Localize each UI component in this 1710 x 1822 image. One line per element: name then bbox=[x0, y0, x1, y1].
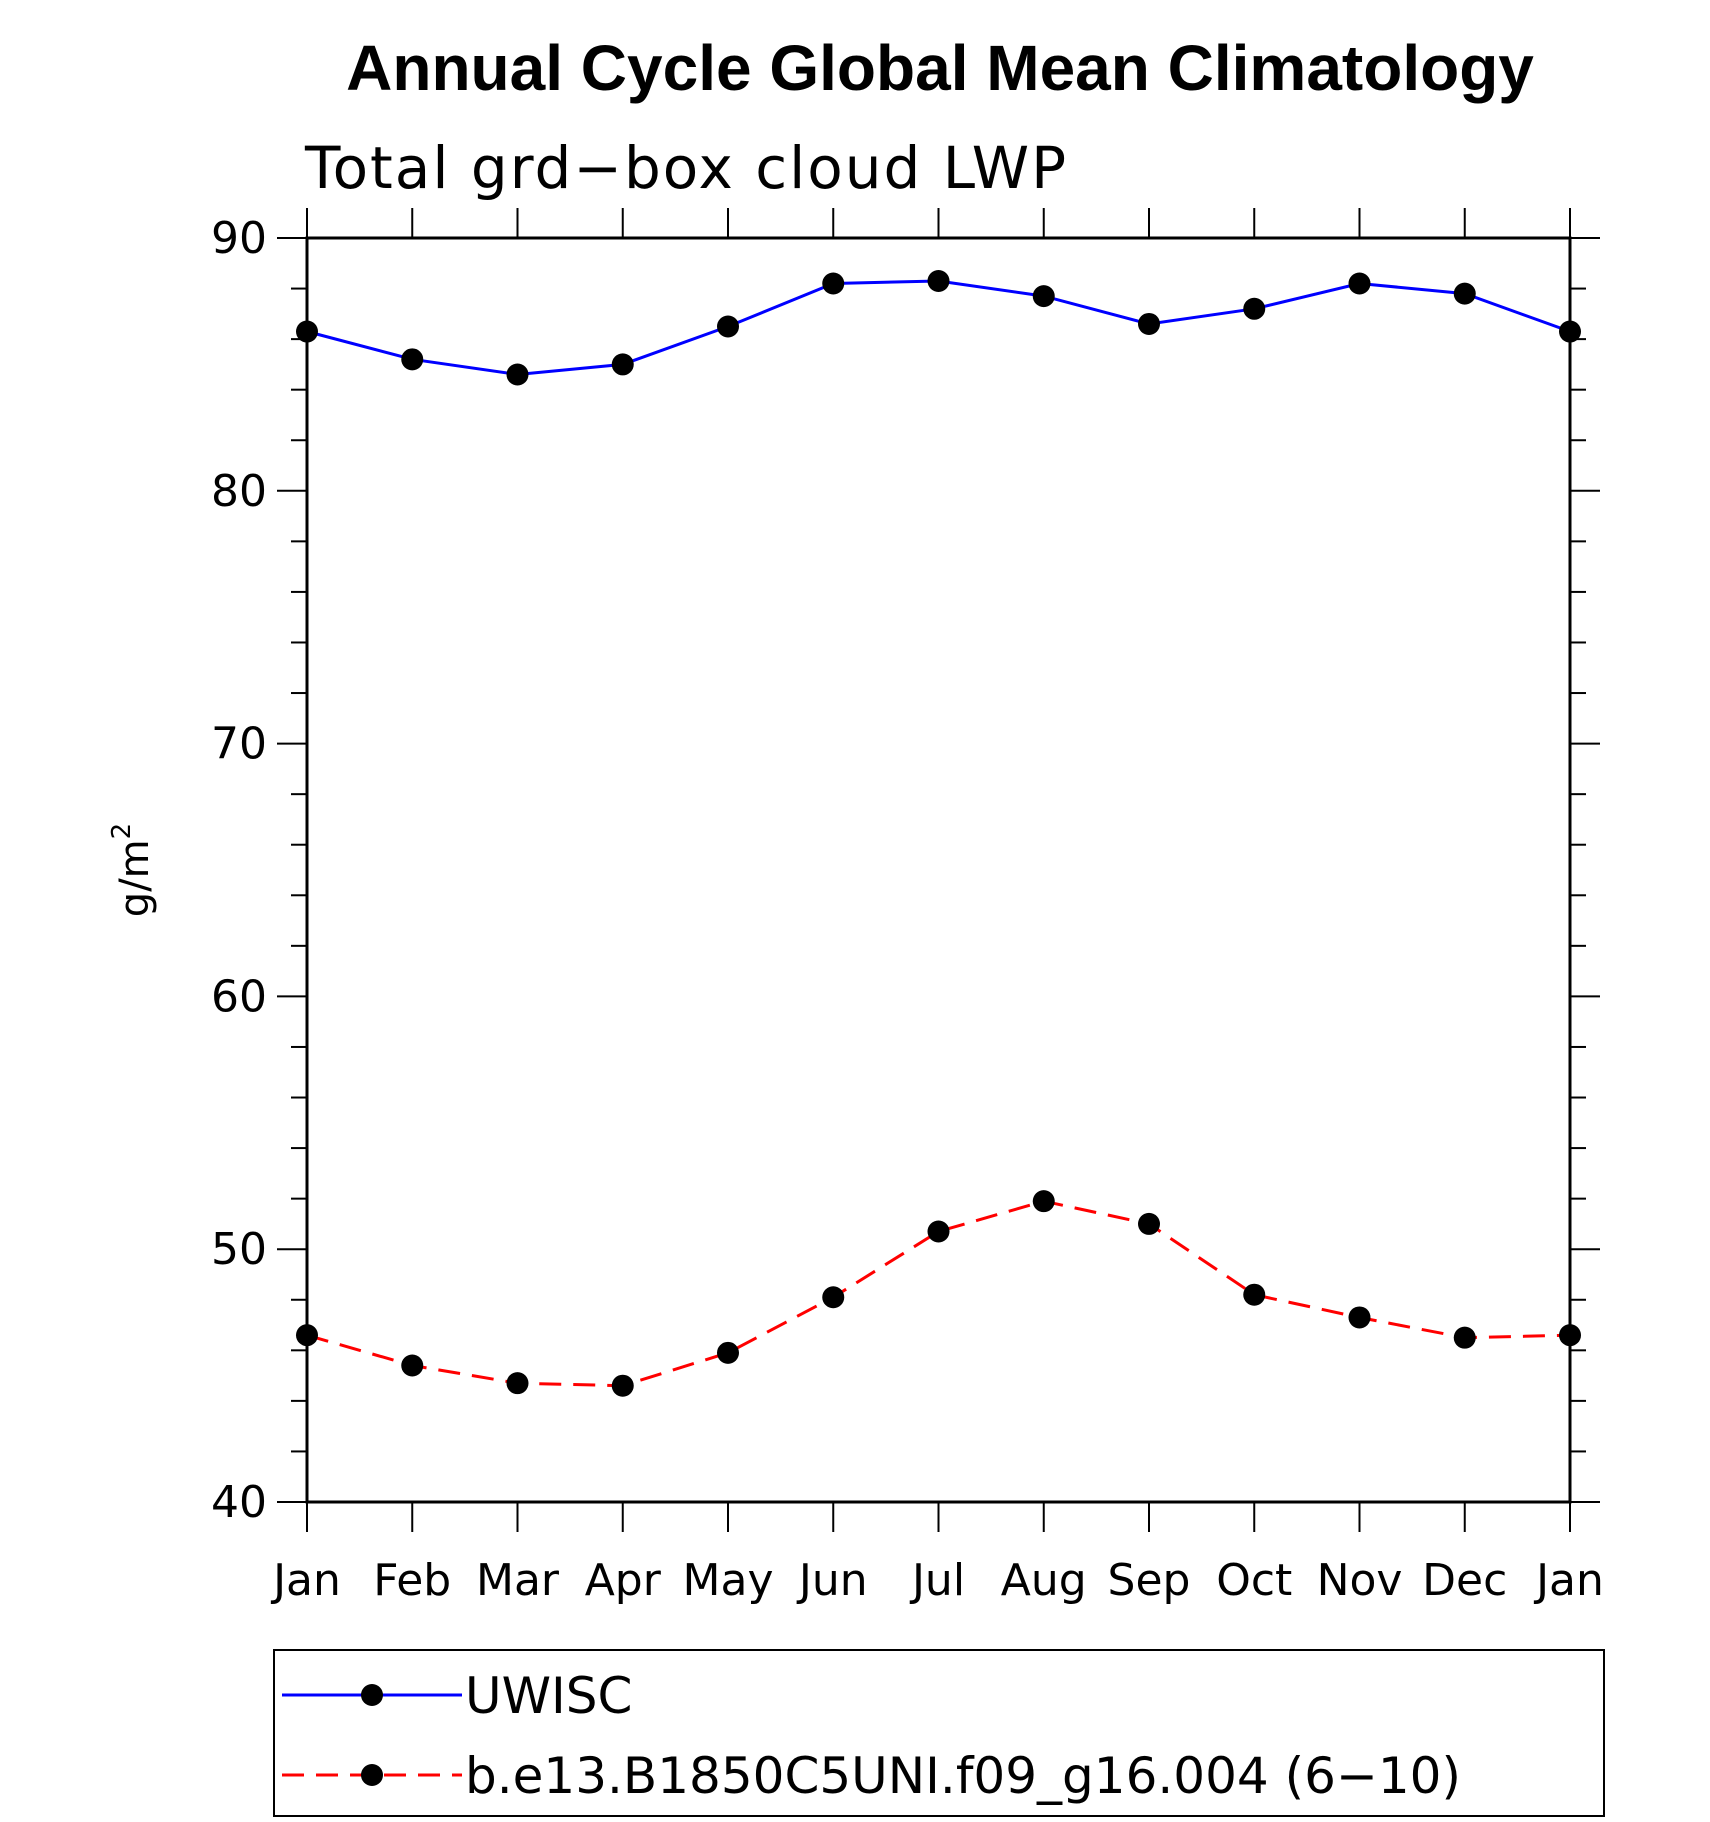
series-point-0 bbox=[1138, 312, 1160, 335]
y-axis-label: g/m2 bbox=[107, 823, 158, 917]
series-point-1 bbox=[506, 1372, 529, 1395]
legend-label-0: UWISC bbox=[465, 1667, 632, 1725]
series-point-1 bbox=[1453, 1326, 1476, 1349]
x-tick-label: Jul bbox=[909, 1555, 965, 1606]
series-point-1 bbox=[1138, 1212, 1160, 1235]
series-point-0 bbox=[401, 348, 424, 371]
y-tick-label: 40 bbox=[211, 1477, 267, 1528]
x-tick-label: Aug bbox=[1001, 1555, 1087, 1606]
series-line-0 bbox=[306, 279, 1571, 377]
x-tick-label: Sep bbox=[1108, 1555, 1191, 1606]
series-point-1 bbox=[822, 1286, 845, 1309]
series-point-0 bbox=[1243, 297, 1266, 320]
series-point-0 bbox=[1453, 282, 1476, 305]
series-point-1 bbox=[1032, 1190, 1055, 1213]
x-tick-label: May bbox=[683, 1555, 774, 1606]
series-point-1 bbox=[1243, 1283, 1266, 1306]
y-tick-label: 50 bbox=[211, 1224, 267, 1275]
legend-label-1: b.e13.B1850C5UNI.f09_g16.004 (6−10) bbox=[465, 1747, 1461, 1805]
legend-marker-0 bbox=[361, 1684, 383, 1706]
x-tick-label: Jan bbox=[270, 1555, 341, 1606]
series-point-1 bbox=[611, 1374, 634, 1397]
series-point-1 bbox=[717, 1341, 739, 1364]
x-tick-label: Oct bbox=[1216, 1555, 1292, 1606]
svg-text:g/m2: g/m2 bbox=[107, 823, 158, 917]
y-tick-label: 60 bbox=[211, 971, 267, 1022]
y-axis-label-superscript: 2 bbox=[107, 823, 137, 840]
x-tick-label: Jan bbox=[1533, 1555, 1604, 1606]
y-axis-label-text: g/m bbox=[112, 839, 158, 917]
series-point-0 bbox=[1032, 285, 1055, 308]
series-point-0 bbox=[611, 353, 634, 376]
legend-marker-1 bbox=[361, 1764, 383, 1786]
y-tick-label: 80 bbox=[211, 466, 267, 517]
series-point-0 bbox=[822, 272, 845, 295]
x-tick-label: Mar bbox=[476, 1555, 560, 1606]
legend-box bbox=[273, 1649, 1605, 1817]
x-tick-labels: Jan Feb Mar Apr May Jun Jul Aug Sep Oct Nov Dec Jan bbox=[270, 1555, 1604, 1606]
chart-title: Annual Cycle Global Mean Climatology bbox=[346, 32, 1534, 104]
y-tick-labels: 40 50 60 70 80 90 bbox=[211, 213, 267, 1528]
chart-subtitle: Total grd−box cloud LWP bbox=[304, 134, 1068, 202]
legend: UWISC b.e13.B1850C5UNI.f09_g16.004 (6−10) bbox=[273, 1649, 1605, 1817]
series-point-0 bbox=[1348, 272, 1371, 295]
x-tick-label: Jun bbox=[796, 1555, 868, 1606]
series-point-1 bbox=[401, 1354, 424, 1377]
x-tick-label: Feb bbox=[373, 1555, 451, 1606]
x-tick-label: Dec bbox=[1422, 1555, 1507, 1606]
y-tick-label: 90 bbox=[211, 213, 267, 264]
x-tick-label: Apr bbox=[585, 1555, 662, 1606]
axis-ticks bbox=[277, 208, 1600, 1532]
x-tick-label: Nov bbox=[1317, 1555, 1403, 1606]
y-tick-label: 70 bbox=[211, 719, 267, 770]
series-point-0 bbox=[927, 269, 950, 292]
series-point-0 bbox=[506, 363, 529, 386]
series-group bbox=[296, 269, 1581, 1397]
series-point-1 bbox=[927, 1220, 950, 1243]
plot-frame bbox=[305, 236, 1572, 1504]
series-point-1 bbox=[1348, 1306, 1371, 1329]
series-point-0 bbox=[717, 315, 739, 338]
